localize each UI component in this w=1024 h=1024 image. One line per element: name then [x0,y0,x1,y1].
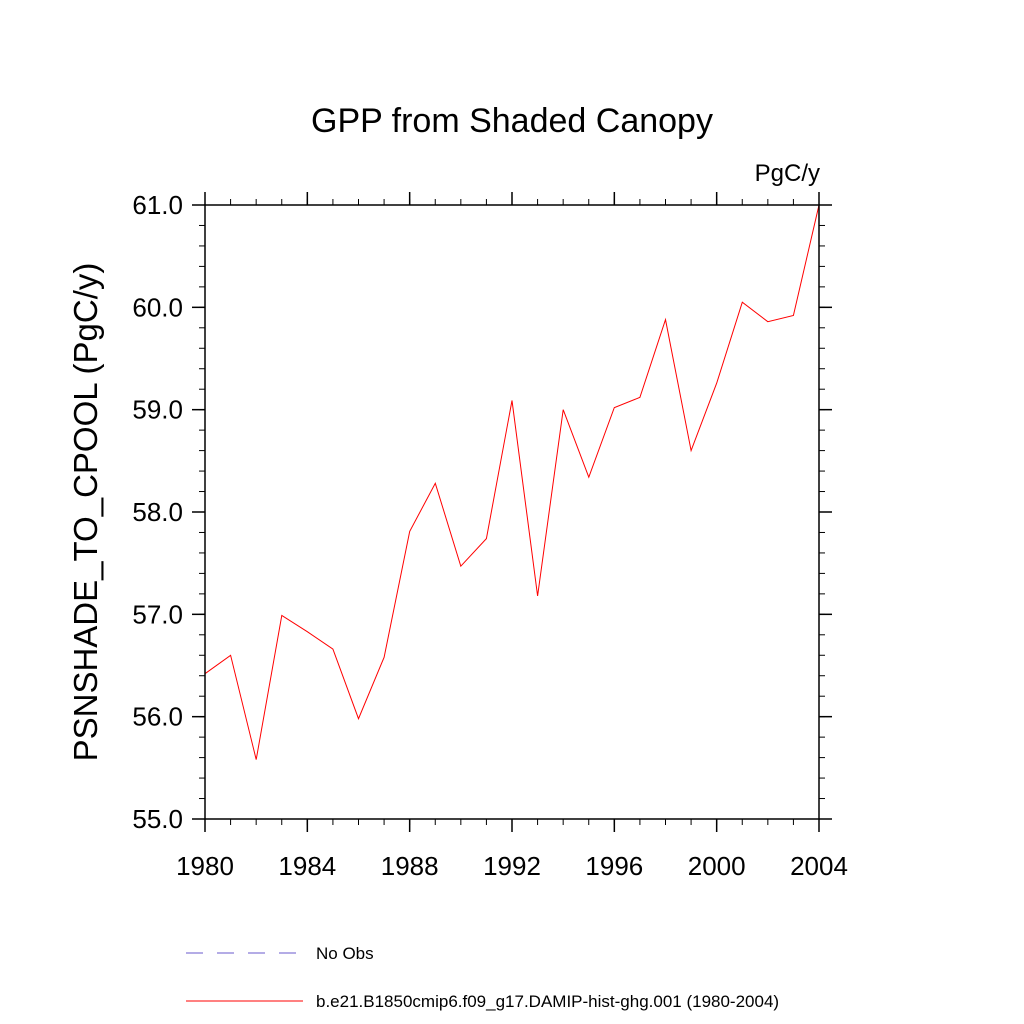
series-line [204,204,820,760]
y-tick-label: 60.0 [132,292,183,322]
x-tick-label: 1992 [483,851,541,881]
x-tick-label: 1996 [585,851,643,881]
x-minor-ticks [204,199,820,825]
x-tick-labels: 1980 1984 1988 1992 1996 2000 2004 [176,851,848,881]
y-tick-label: 59.0 [132,395,183,425]
y-tick-label: 57.0 [132,599,183,629]
y-minor-ticks [199,204,825,820]
legend: No Obs b.e21.B1850cmip6.f09_g17.DAMIP-hi… [186,944,779,1011]
x-tick-label: 1984 [278,851,336,881]
y-major-ticks [192,204,832,820]
chart-title: GPP from Shaded Canopy [311,102,713,140]
x-tick-label: 1980 [176,851,234,881]
legend-label-series: b.e21.B1850cmip6.f09_g17.DAMIP-hist-ghg.… [316,992,779,1011]
x-tick-label: 2000 [688,851,746,881]
plot-frame [204,204,820,820]
y-tick-label: 55.0 [132,804,183,834]
series-layer [204,204,820,760]
legend-label-no-obs: No Obs [316,944,374,963]
y-tick-label: 56.0 [132,702,183,732]
x-major-ticks [204,192,820,832]
y-tick-label: 58.0 [132,497,183,527]
y-tick-labels: 55.0 56.0 57.0 58.0 59.0 60.0 61.0 [132,190,183,834]
y-axis-label: PSNSHADE_TO_CPOOL (PgC/y) [67,263,104,762]
x-tick-label: 2004 [790,851,848,881]
units-label: PgC/y [755,160,820,187]
y-tick-label: 61.0 [132,190,183,220]
x-tick-label: 1988 [381,851,439,881]
